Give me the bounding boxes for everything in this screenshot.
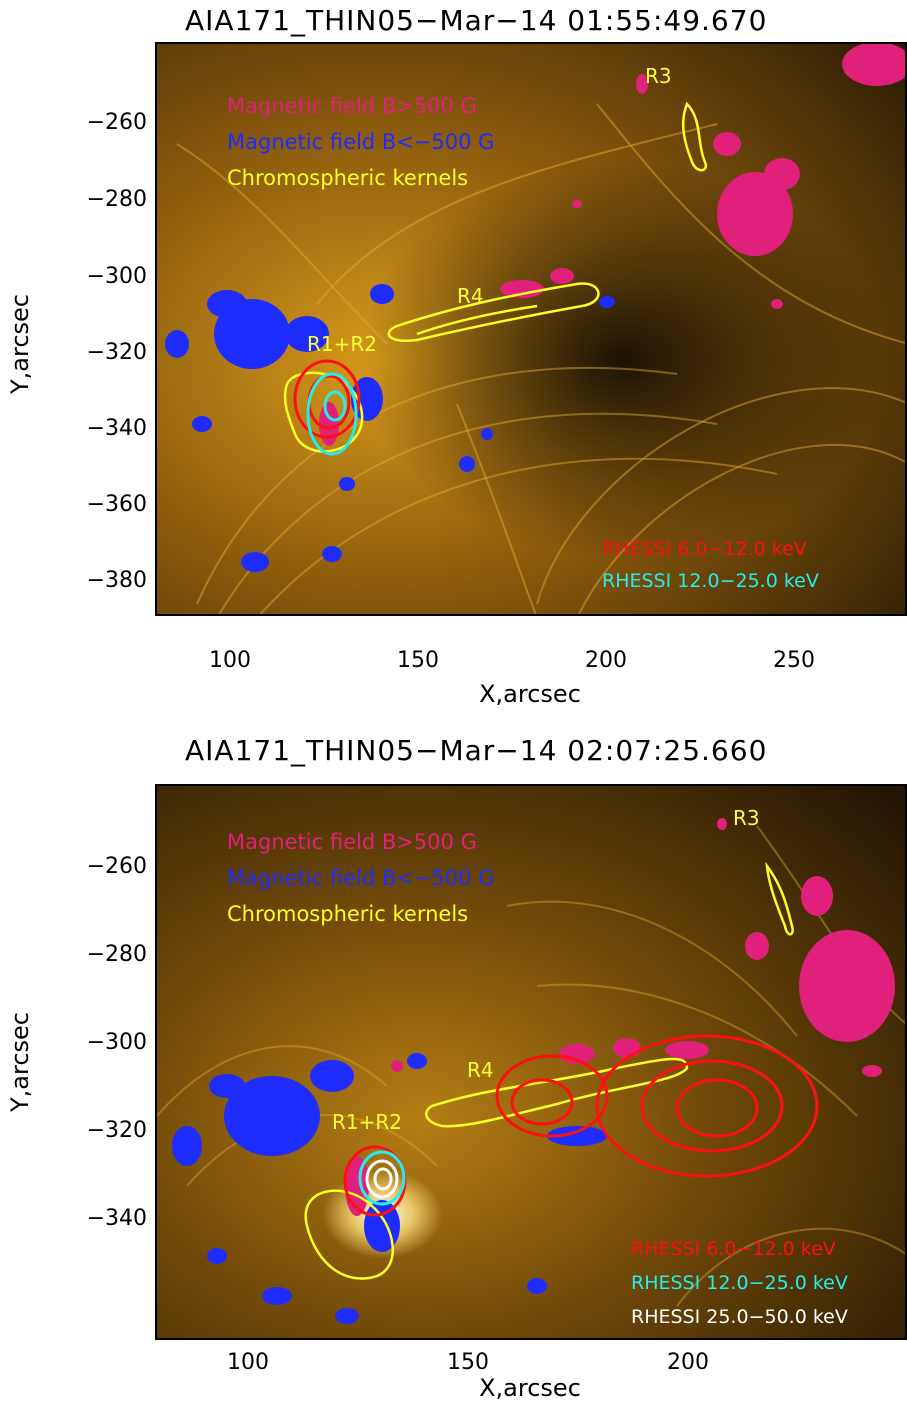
y-tick-label: −300: [86, 264, 147, 289]
rhessi-label-mid: RHESSI 12.0−25.0 keV: [602, 570, 819, 592]
panel-title: AIA171_THIN05−Mar−14 02:07:25.660: [185, 734, 768, 767]
y-tick-label: −380: [86, 568, 147, 593]
y-tick-label: −340: [86, 416, 147, 441]
region-label-r3: R3: [733, 806, 760, 830]
rhessi-label-mid: RHESSI 12.0−25.0 keV: [631, 1272, 848, 1294]
legend-negative-field: Magnetic field B<−500 G: [227, 866, 495, 890]
legend-positive-field: Magnetic field B>500 G: [227, 830, 477, 854]
y-tick-label: −320: [86, 340, 147, 365]
y-tick-label: −260: [86, 854, 147, 879]
y-tick-label: −280: [86, 187, 147, 212]
y-tick-label: −360: [86, 492, 147, 517]
coronal-loops: [176, 103, 905, 614]
panel-title: AIA171_THIN05−Mar−14 01:55:49.670: [185, 4, 768, 37]
panel-top: AIA171_THIN05−Mar−14 01:55:49.670: [6, 4, 907, 708]
y-axis-label: Y,arcsec: [6, 294, 34, 394]
region-label-r4: R4: [457, 284, 484, 308]
x-axis-label: X,arcsec: [479, 1374, 581, 1402]
legend-negative-field: Magnetic field B<−500 G: [227, 130, 495, 154]
positive-field-patches: [319, 44, 905, 446]
kernel-contours: [304, 861, 794, 1280]
legend-positive-field: Magnetic field B>500 G: [227, 94, 477, 118]
region-label-r4: R4: [467, 1058, 494, 1082]
region-label-r1-r2: R1+R2: [307, 332, 377, 356]
region-label-r1-r2: R1+R2: [332, 1110, 402, 1134]
rhessi-label-low: RHESSI 6.0−12.0 keV: [631, 1238, 836, 1260]
solar-image: [157, 44, 905, 614]
rhessi-label-high: RHESSI 25.0−50.0 keV: [631, 1306, 848, 1328]
y-tick-label: −260: [86, 110, 147, 135]
x-tick-label: 250: [773, 648, 815, 673]
positive-field-patches: [345, 818, 895, 1216]
y-tick-label: −280: [86, 942, 147, 967]
rhessi-contours: [293, 359, 361, 456]
y-tick-label: −340: [86, 1206, 147, 1231]
x-tick-label: 150: [397, 648, 439, 673]
rhessi-label-low: RHESSI 6.0−12.0 keV: [602, 538, 807, 560]
kernel-contours: [283, 101, 708, 453]
y-tick-label: −300: [86, 1030, 147, 1055]
negative-field-patches: [172, 1053, 607, 1324]
x-tick-label: 100: [227, 1350, 269, 1375]
image-frame: Magnetic field B>500 G Magnetic field B<…: [155, 784, 907, 1340]
legend-kernels: Chromospheric kernels: [227, 166, 469, 190]
y-axis-label: Y,arcsec: [6, 1012, 34, 1112]
flare-glow: [157, 786, 905, 1338]
x-tick-label: 200: [667, 1350, 709, 1375]
solar-image: [157, 786, 905, 1338]
region-label-r3: R3: [645, 64, 672, 88]
image-frame: Magnetic field B>500 G Magnetic field B<…: [155, 42, 907, 616]
rhessi-contours: [343, 1034, 819, 1217]
panel-bottom: AIA171_THIN05−Mar−14 02:07:25.660: [0, 730, 907, 1403]
x-tick-label: 150: [447, 1350, 489, 1375]
legend-kernels: Chromospheric kernels: [227, 902, 469, 926]
x-axis-label: X,arcsec: [479, 680, 581, 708]
x-tick-label: 100: [209, 648, 251, 673]
y-tick-label: −320: [86, 1118, 147, 1143]
x-tick-label: 200: [585, 648, 627, 673]
negative-field-patches: [165, 284, 615, 572]
